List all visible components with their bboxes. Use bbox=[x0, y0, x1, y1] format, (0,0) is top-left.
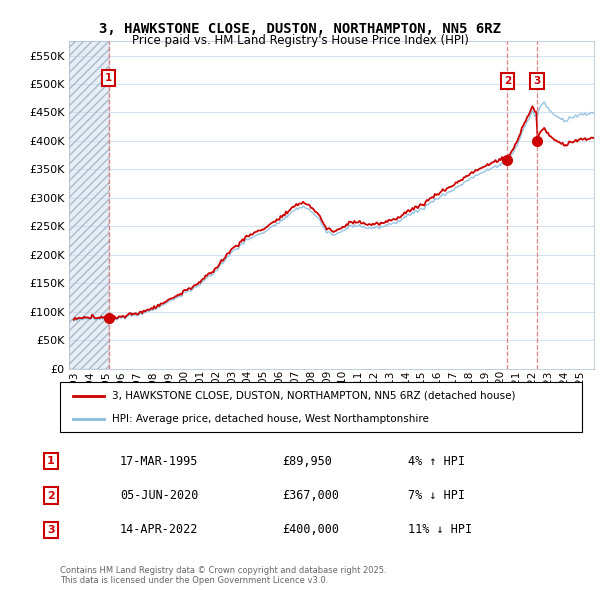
Text: 4% ↑ HPI: 4% ↑ HPI bbox=[408, 455, 465, 468]
Text: 05-JUN-2020: 05-JUN-2020 bbox=[120, 489, 199, 502]
Text: 7% ↓ HPI: 7% ↓ HPI bbox=[408, 489, 465, 502]
Text: 3: 3 bbox=[533, 76, 541, 86]
Text: 3: 3 bbox=[47, 525, 55, 535]
Text: HPI: Average price, detached house, West Northamptonshire: HPI: Average price, detached house, West… bbox=[112, 414, 429, 424]
Text: 3, HAWKSTONE CLOSE, DUSTON, NORTHAMPTON, NN5 6RZ: 3, HAWKSTONE CLOSE, DUSTON, NORTHAMPTON,… bbox=[99, 22, 501, 37]
Bar bbox=[69, 41, 109, 369]
Text: 2: 2 bbox=[504, 76, 511, 86]
Text: £89,950: £89,950 bbox=[282, 455, 332, 468]
Text: £400,000: £400,000 bbox=[282, 523, 339, 536]
Text: 1: 1 bbox=[47, 457, 55, 466]
Text: Contains HM Land Registry data © Crown copyright and database right 2025.
This d: Contains HM Land Registry data © Crown c… bbox=[60, 566, 386, 585]
Text: £367,000: £367,000 bbox=[282, 489, 339, 502]
Text: Price paid vs. HM Land Registry's House Price Index (HPI): Price paid vs. HM Land Registry's House … bbox=[131, 34, 469, 47]
FancyBboxPatch shape bbox=[60, 382, 582, 432]
Text: 3, HAWKSTONE CLOSE, DUSTON, NORTHAMPTON, NN5 6RZ (detached house): 3, HAWKSTONE CLOSE, DUSTON, NORTHAMPTON,… bbox=[112, 391, 516, 401]
Text: 17-MAR-1995: 17-MAR-1995 bbox=[120, 455, 199, 468]
Text: 14-APR-2022: 14-APR-2022 bbox=[120, 523, 199, 536]
Text: 2: 2 bbox=[47, 491, 55, 500]
Text: 1: 1 bbox=[105, 73, 112, 83]
Text: 11% ↓ HPI: 11% ↓ HPI bbox=[408, 523, 472, 536]
Bar bbox=[69, 41, 109, 369]
